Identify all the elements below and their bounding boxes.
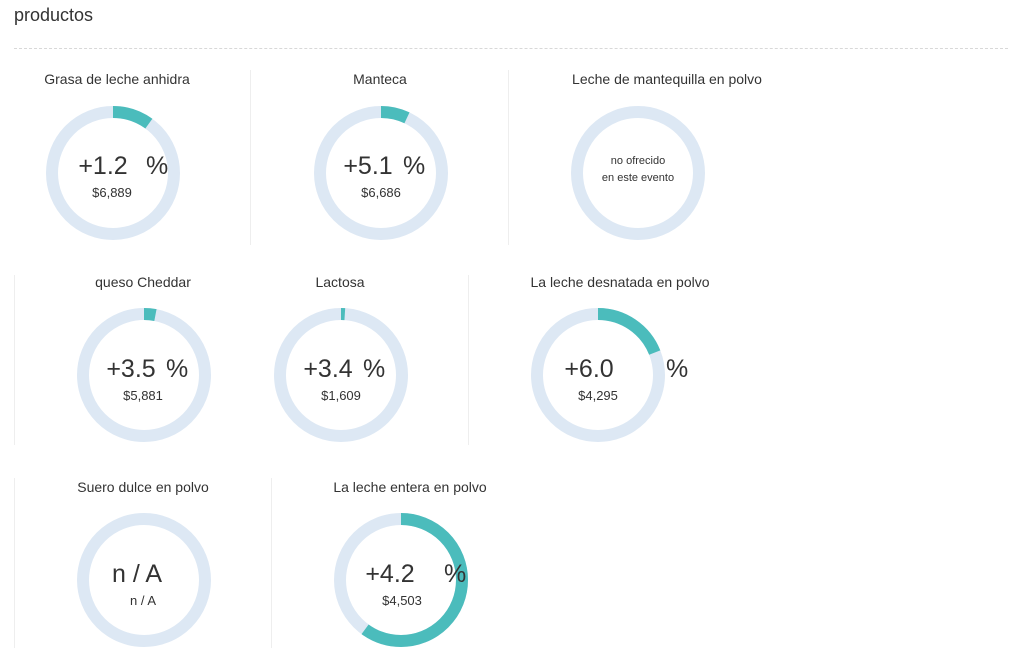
- product-name: Leche de mantequilla en polvo: [572, 71, 762, 87]
- price-value: $5,881: [123, 388, 163, 403]
- progress-ring: [271, 305, 411, 445]
- column-divider: [14, 275, 15, 445]
- column-divider: [14, 478, 15, 648]
- product-name: La leche desnatada en polvo: [530, 274, 710, 290]
- price-change-value: +5.1: [343, 152, 393, 180]
- progress-ring: [331, 510, 471, 650]
- section-title: productos: [14, 5, 94, 25]
- product-name: Grasa de leche anhidra: [44, 71, 190, 87]
- price-change-value: n / A: [111, 560, 163, 588]
- progress-ring: [74, 510, 214, 650]
- progress-ring: [74, 305, 214, 445]
- product-name: Manteca: [353, 71, 407, 87]
- percent-sign: %: [146, 152, 169, 180]
- product-name: queso Cheddar: [95, 274, 191, 290]
- column-divider: [468, 275, 469, 445]
- percent-sign: %: [444, 560, 467, 588]
- percent-sign: %: [363, 355, 386, 383]
- percent-sign: %: [166, 355, 189, 383]
- price-value: n / A: [129, 593, 157, 608]
- column-divider: [250, 70, 251, 245]
- progress-ring: [43, 103, 183, 243]
- product-name: Lactosa: [315, 274, 365, 290]
- progress-ring: [311, 103, 451, 243]
- column-divider: [271, 478, 272, 648]
- price-value: $4,295: [578, 388, 618, 403]
- title-divider: [14, 48, 1008, 49]
- percent-sign: %: [666, 355, 689, 383]
- price-change-value: +1.2: [78, 152, 128, 180]
- column-divider: [508, 70, 509, 245]
- product-name: Suero dulce en polvo: [77, 479, 209, 495]
- price-value: $1,609: [321, 388, 361, 403]
- percent-sign: %: [403, 152, 426, 180]
- price-value: $4,503: [382, 593, 422, 608]
- not-offered-note: no ofrecido: [610, 155, 666, 167]
- not-offered-note: en este evento: [601, 172, 675, 184]
- price-value: $6,686: [361, 185, 401, 200]
- price-change-value: +3.4: [303, 355, 353, 383]
- product-name: La leche entera en polvo: [333, 479, 487, 495]
- price-change-value: +6.0: [564, 355, 614, 383]
- price-change-value: +3.5: [106, 355, 156, 383]
- progress-ring: no ofrecido en este evento: [568, 103, 708, 243]
- progress-ring: [528, 305, 668, 445]
- price-value: $6,889: [92, 185, 132, 200]
- price-change-value: +4.2: [365, 560, 415, 588]
